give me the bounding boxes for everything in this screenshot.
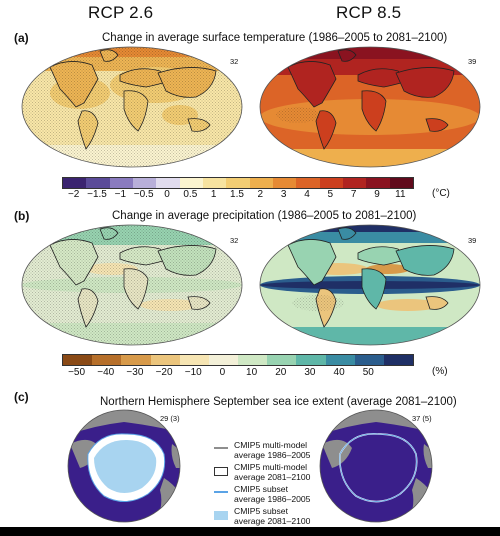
colorbar-tick-label: −0.5 (133, 189, 154, 200)
colorbar-swatch (132, 178, 157, 188)
colorbar-swatch (366, 178, 390, 188)
colorbar-swatch (272, 178, 297, 188)
panel-c-left-model-count: 29 (3) (160, 414, 180, 423)
colorbar-tick-label: 0.5 (183, 189, 198, 200)
colorbar-tick-label: 20 (275, 367, 287, 378)
map-precip-rcp26 (21, 224, 243, 346)
colorbar-tick-label: 9 (374, 189, 380, 200)
panel-b-label: (b) (14, 209, 30, 223)
temperature-colorbar (62, 177, 414, 189)
colorbar-swatch (267, 355, 297, 365)
colorbar-swatch (296, 178, 320, 188)
colorbar-swatch (156, 178, 180, 188)
colorbar-swatch (389, 178, 413, 188)
colorbar-tick-label: −2 (67, 189, 80, 200)
scenario-label-rcp26: RCP 2.6 (88, 3, 154, 22)
colorbar-swatch (86, 178, 110, 188)
colorbar-swatch (249, 178, 273, 188)
map-temp-rcp85 (259, 46, 481, 168)
panel-a-label: (a) (14, 31, 29, 45)
map-precip-rcp85 (259, 224, 481, 346)
bottom-border (0, 527, 500, 536)
colorbar-tick-label: 11 (395, 189, 406, 200)
map-temp-rcp26 (21, 46, 243, 168)
colorbar-swatch (342, 178, 367, 188)
colorbar-tick-label: −10 (184, 367, 202, 378)
scenario-label-rcp85: RCP 8.5 (336, 3, 402, 22)
colorbar-tick-label: 2 (257, 189, 264, 200)
colorbar-swatch (383, 355, 414, 365)
panel-c-right-model-count: 37 (5) (412, 414, 432, 423)
colorbar-tick-label: 0 (164, 189, 170, 200)
legend-text: CMIP5 multi-model average 2081–2100 (234, 462, 311, 482)
white-box-icon (214, 467, 228, 476)
colorbar-tick-label: 3 (280, 189, 287, 200)
panel-b-left-model-count: 32 (230, 236, 239, 245)
panel-a-left-model-count: 32 (230, 57, 239, 66)
legend-text: CMIP5 multi-model average 1986–2005 (234, 440, 311, 460)
colorbar-tick-label: 30 (304, 367, 316, 378)
colorbar-swatch (319, 178, 343, 188)
colorbar-swatch (354, 355, 384, 365)
colorbar-tick-label: −40 (97, 367, 115, 378)
colorbar-tick-label: −1 (114, 189, 127, 200)
legend-subset-2081-2100: CMIP5 subset average 2081–2100 (214, 506, 320, 526)
colorbar-swatch (63, 178, 87, 188)
colorbar-swatch (226, 178, 250, 188)
legend-text: CMIP5 subset average 1986–2005 (234, 484, 311, 504)
temperature-unit-label: (°C) (432, 188, 450, 199)
colorbar-swatch (109, 178, 133, 188)
colorbar-swatch (325, 355, 355, 365)
legend-multimodel-1986-2005: CMIP5 multi-model average 1986–2005 (214, 440, 320, 460)
colorbar-tick-label: 1.5 (230, 189, 244, 200)
colorbar-swatch (179, 355, 209, 365)
panel-c-label: (c) (14, 390, 29, 404)
colorbar-tick-label: 1 (210, 189, 217, 200)
colorbar-swatch (150, 355, 180, 365)
panel-c-title: Northern Hemisphere September sea ice ex… (100, 396, 457, 408)
colorbar-tick-label: 4 (304, 189, 310, 200)
panel-b-right-model-count: 39 (468, 236, 477, 245)
colorbar-tick-label: 50 (362, 367, 374, 378)
colorbar-tick-label: 7 (350, 189, 357, 200)
blue-box-icon (214, 511, 228, 520)
precipitation-unit-label: (%) (432, 366, 448, 377)
map-sea-ice-rcp85 (319, 409, 433, 523)
precipitation-colorbar (62, 354, 414, 366)
colorbar-swatch (121, 355, 151, 365)
blue-line-icon (214, 491, 228, 493)
colorbar-swatch (63, 355, 93, 365)
colorbar-tick-label: −30 (126, 367, 144, 378)
colorbar-tick-label: −50 (68, 367, 86, 378)
legend-text: CMIP5 subset average 2081–2100 (234, 506, 311, 526)
colorbar-tick-label: 10 (246, 367, 258, 378)
map-sea-ice-rcp26 (67, 409, 181, 523)
colorbar-tick-label: 5 (327, 189, 334, 200)
colorbar-swatch (92, 355, 122, 365)
colorbar-swatch (208, 355, 239, 365)
colorbar-swatch (296, 355, 326, 365)
colorbar-tick-label: 0 (219, 367, 226, 378)
colorbar-tick-label: 40 (333, 367, 345, 378)
colorbar-swatch (202, 178, 227, 188)
panel-a-right-model-count: 39 (468, 57, 477, 66)
panel-b-title: Change in average precipitation (1986–20… (112, 210, 417, 222)
gray-line-icon (214, 447, 228, 449)
panel-a-title: Change in average surface temperature (1… (102, 32, 448, 44)
colorbar-swatch (238, 355, 268, 365)
colorbar-tick-label: −20 (155, 367, 173, 378)
legend-subset-1986-2005: CMIP5 subset average 1986–2005 (214, 484, 320, 504)
legend-multimodel-2081-2100: CMIP5 multi-model average 2081–2100 (214, 462, 320, 482)
colorbar-tick-label: −1.5 (87, 189, 107, 200)
colorbar-swatch (179, 178, 203, 188)
